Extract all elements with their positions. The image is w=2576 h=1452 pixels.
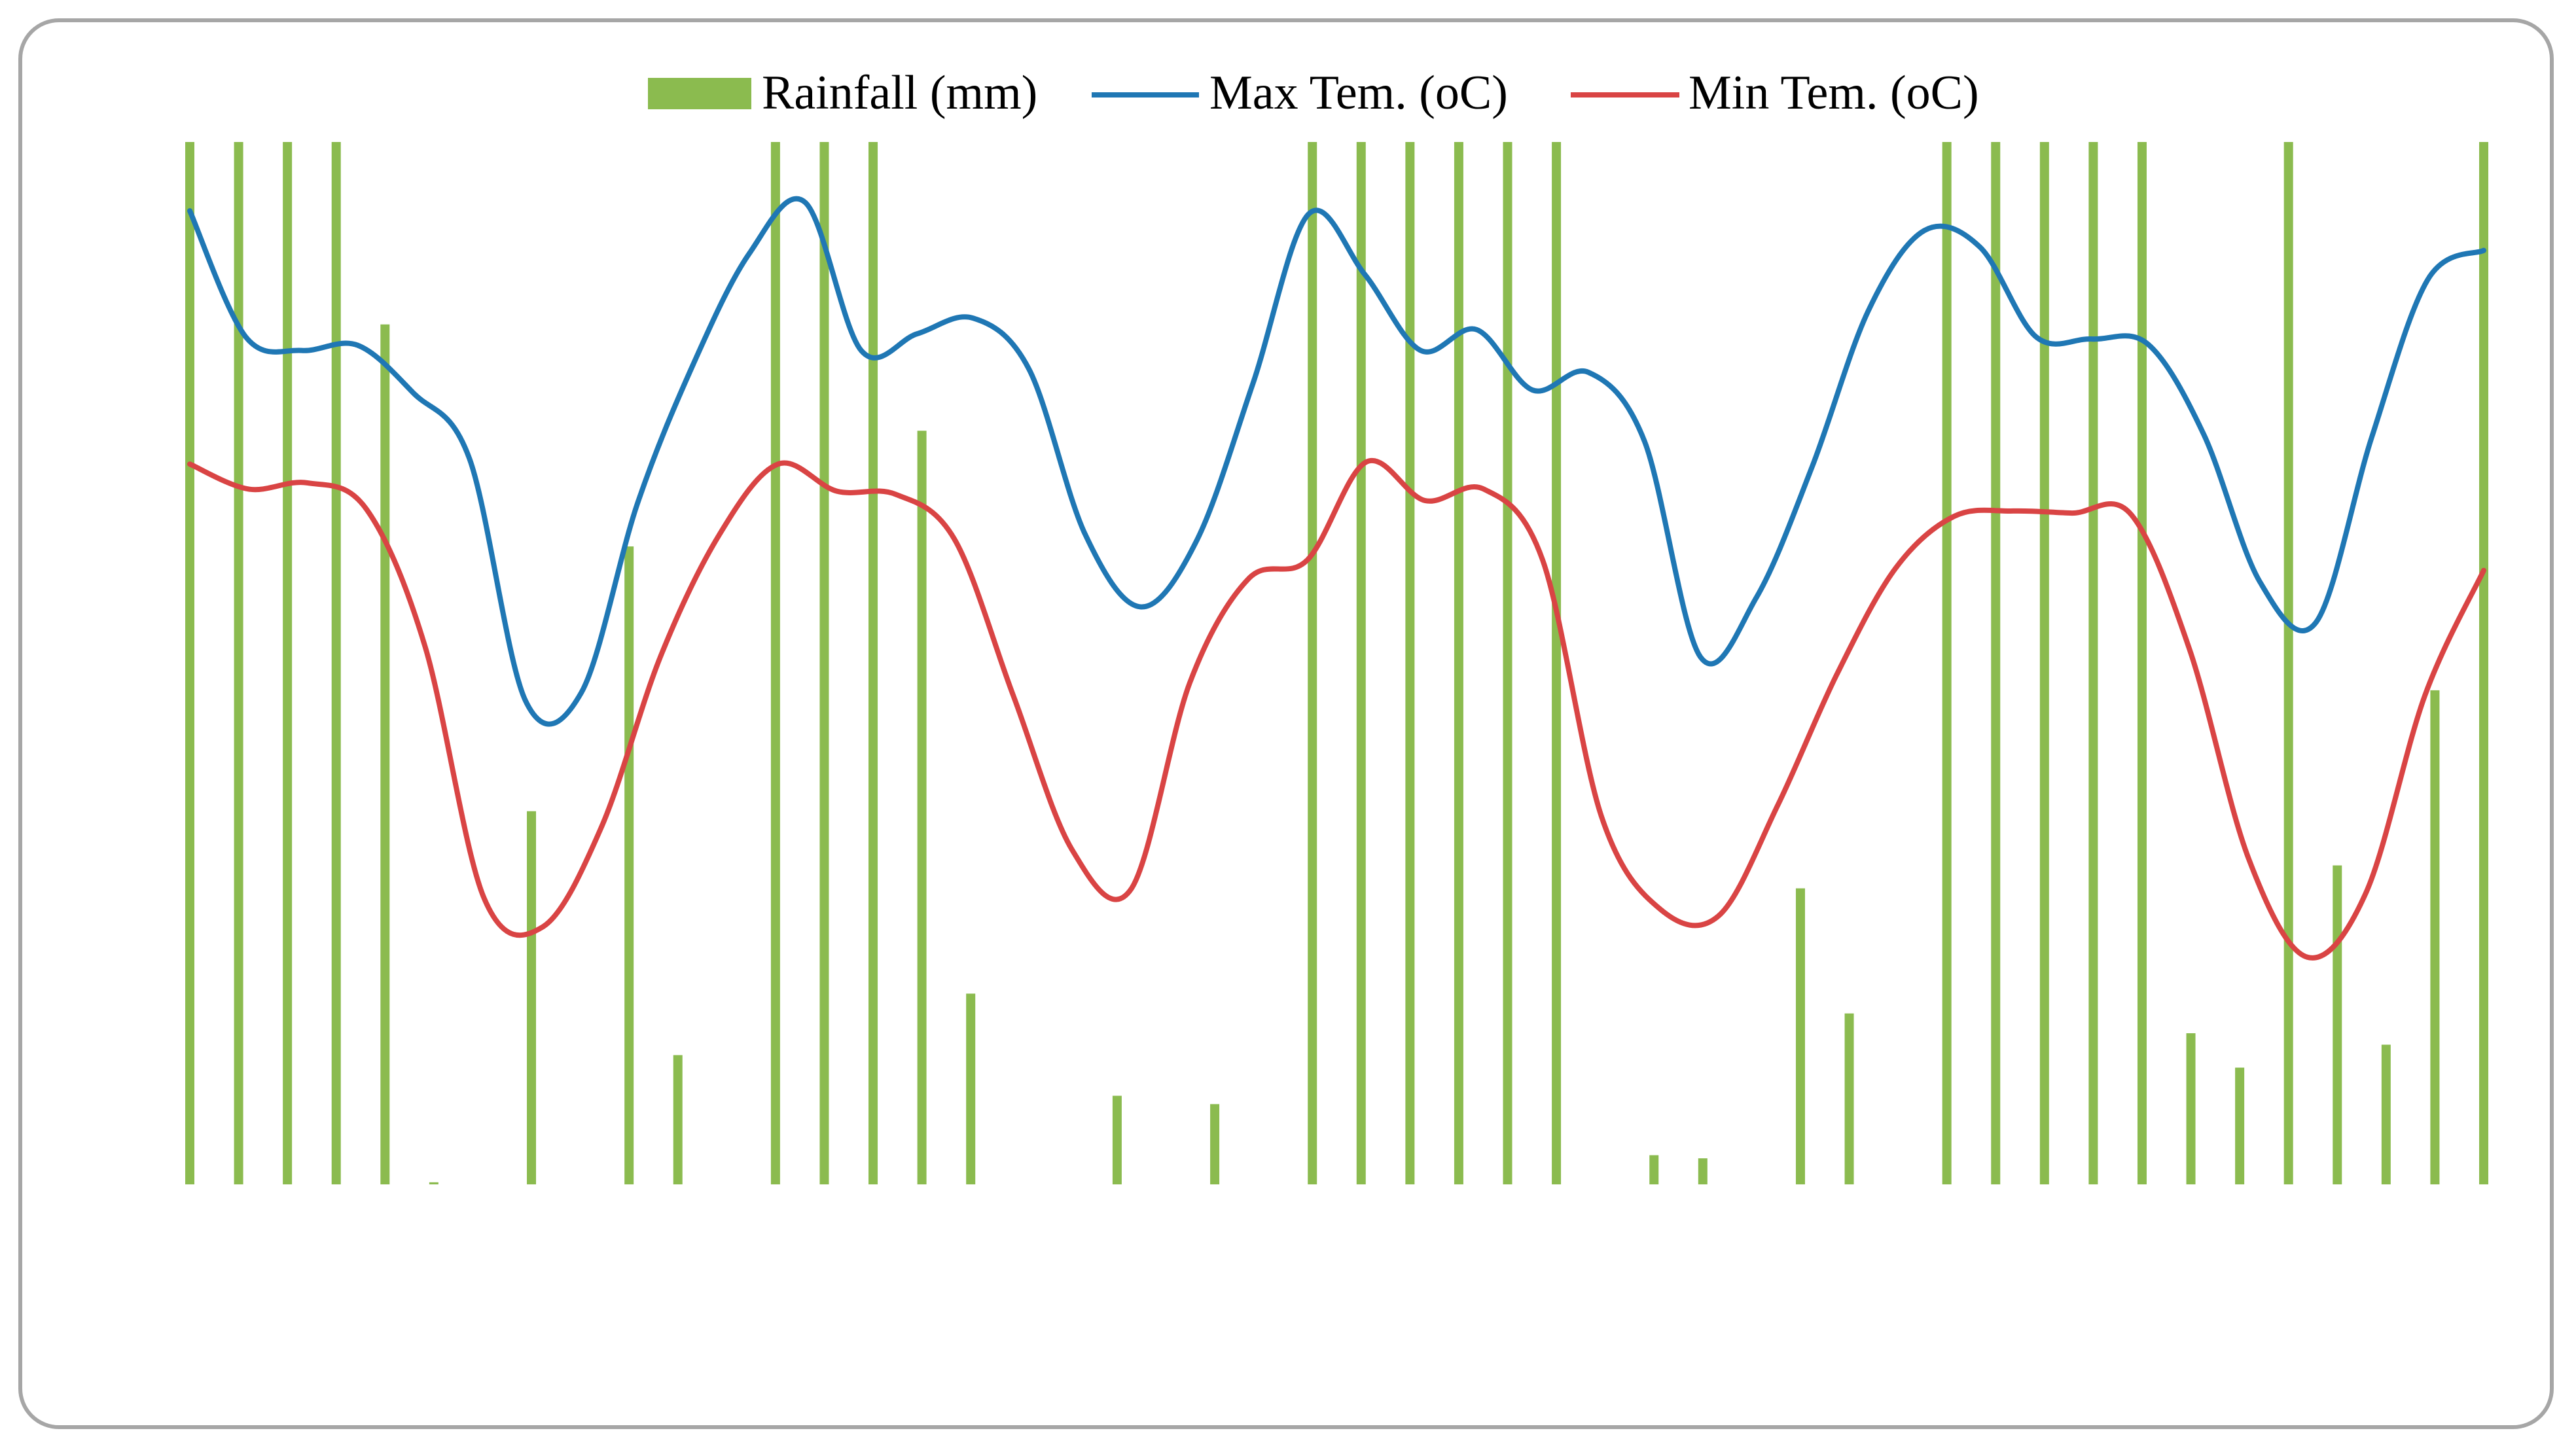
rainfall-bar — [1991, 142, 2001, 1184]
rainfall-bar — [429, 1182, 438, 1184]
rainfall-bar — [527, 811, 537, 1184]
legend: Rainfall (mm) Max Tem. (oC) Min Tem. (oC… — [648, 66, 1979, 120]
legend-min-temp-label: Min Tem. (oC) — [1689, 66, 1979, 120]
rainfall-bar — [185, 142, 194, 1184]
rainfall-bar — [2088, 142, 2098, 1184]
rainfall-bar — [917, 431, 927, 1184]
rainfall-bar — [770, 142, 780, 1184]
rainfall-bar — [1698, 1158, 1708, 1184]
rainfall-bar — [1795, 888, 1805, 1184]
rainfall-bar — [2039, 142, 2049, 1184]
rainfall-bar — [868, 142, 878, 1184]
rainfall-bar — [2430, 690, 2440, 1184]
rainfall-bar — [331, 142, 341, 1184]
rainfall-bar — [966, 993, 976, 1184]
rainfall-bar — [2235, 1067, 2245, 1184]
rainfall-bar — [1649, 1155, 1659, 1184]
legend-max-temp-label: Max Tem. (oC) — [1209, 66, 1508, 120]
rainfall-bar — [2333, 865, 2342, 1184]
rainfall-bar — [819, 142, 829, 1184]
rainfall-bar — [624, 546, 634, 1184]
rainfall-bar — [380, 324, 390, 1184]
rainfall-bar — [1210, 1104, 1220, 1184]
legend-rainfall-label: Rainfall (mm) — [762, 66, 1037, 120]
rainfall-bar — [1503, 142, 1512, 1184]
rainfall-bar — [2186, 1033, 2196, 1184]
rainfall-bars — [185, 142, 2488, 1184]
rainfall-bar — [673, 1055, 683, 1184]
rainfall-bar — [2137, 142, 2147, 1184]
min-temp-line — [187, 457, 2486, 961]
rainfall-bar — [1405, 142, 1415, 1184]
rainfall-bar — [234, 142, 243, 1184]
rainfall-bar — [2479, 142, 2488, 1184]
rainfall-bar — [2381, 1044, 2391, 1184]
rainfall-bar — [1844, 1013, 1854, 1184]
legend-rainfall-swatch — [648, 78, 751, 109]
rainfall-bar — [1308, 142, 1317, 1184]
rainfall-bar — [1454, 142, 1463, 1184]
max-temp-line — [187, 196, 2486, 727]
rainfall-bar — [283, 142, 293, 1184]
rainfall-bar — [1942, 142, 1952, 1184]
rainfall-bar — [1356, 142, 1366, 1184]
rainfall-bar — [1552, 142, 1562, 1184]
rainfall-bar — [2283, 142, 2293, 1184]
temperature-lines — [187, 196, 2486, 961]
rainfall-bar — [1112, 1095, 1122, 1184]
